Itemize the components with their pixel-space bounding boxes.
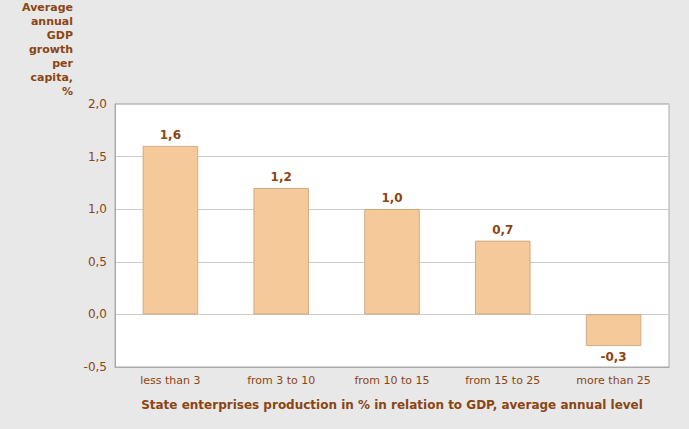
svg-text:per: per [52, 57, 73, 70]
svg-text:GDP: GDP [47, 29, 73, 42]
svg-text:from 15 to 25: from 15 to 25 [465, 374, 540, 387]
svg-text:-0,3: -0,3 [600, 350, 626, 364]
svg-text:1,0: 1,0 [88, 202, 107, 216]
svg-text:less than 3: less than 3 [140, 374, 200, 387]
svg-text:1,6: 1,6 [160, 128, 181, 142]
svg-text:-0,5: -0,5 [84, 360, 107, 374]
svg-text:2,0: 2,0 [88, 97, 107, 111]
svg-text:capita,: capita, [31, 71, 73, 84]
svg-text:0,7: 0,7 [492, 223, 513, 237]
svg-text:Average: Average [22, 1, 73, 14]
svg-text:1,2: 1,2 [271, 170, 292, 184]
svg-text:more than 25: more than 25 [576, 374, 650, 387]
svg-text:0,0: 0,0 [88, 307, 107, 321]
svg-text:from 10 to 15: from 10 to 15 [354, 374, 429, 387]
svg-text:growth: growth [29, 43, 73, 56]
svg-text:0,5: 0,5 [88, 255, 107, 269]
svg-text:State enterprises production i: State enterprises production in % in rel… [141, 398, 643, 412]
svg-text:1,0: 1,0 [381, 191, 402, 205]
svg-text:from 3 to 10: from 3 to 10 [247, 374, 315, 387]
svg-text:1,5: 1,5 [88, 150, 107, 164]
svg-text:annual: annual [31, 15, 73, 28]
svg-text:%: % [62, 85, 73, 98]
